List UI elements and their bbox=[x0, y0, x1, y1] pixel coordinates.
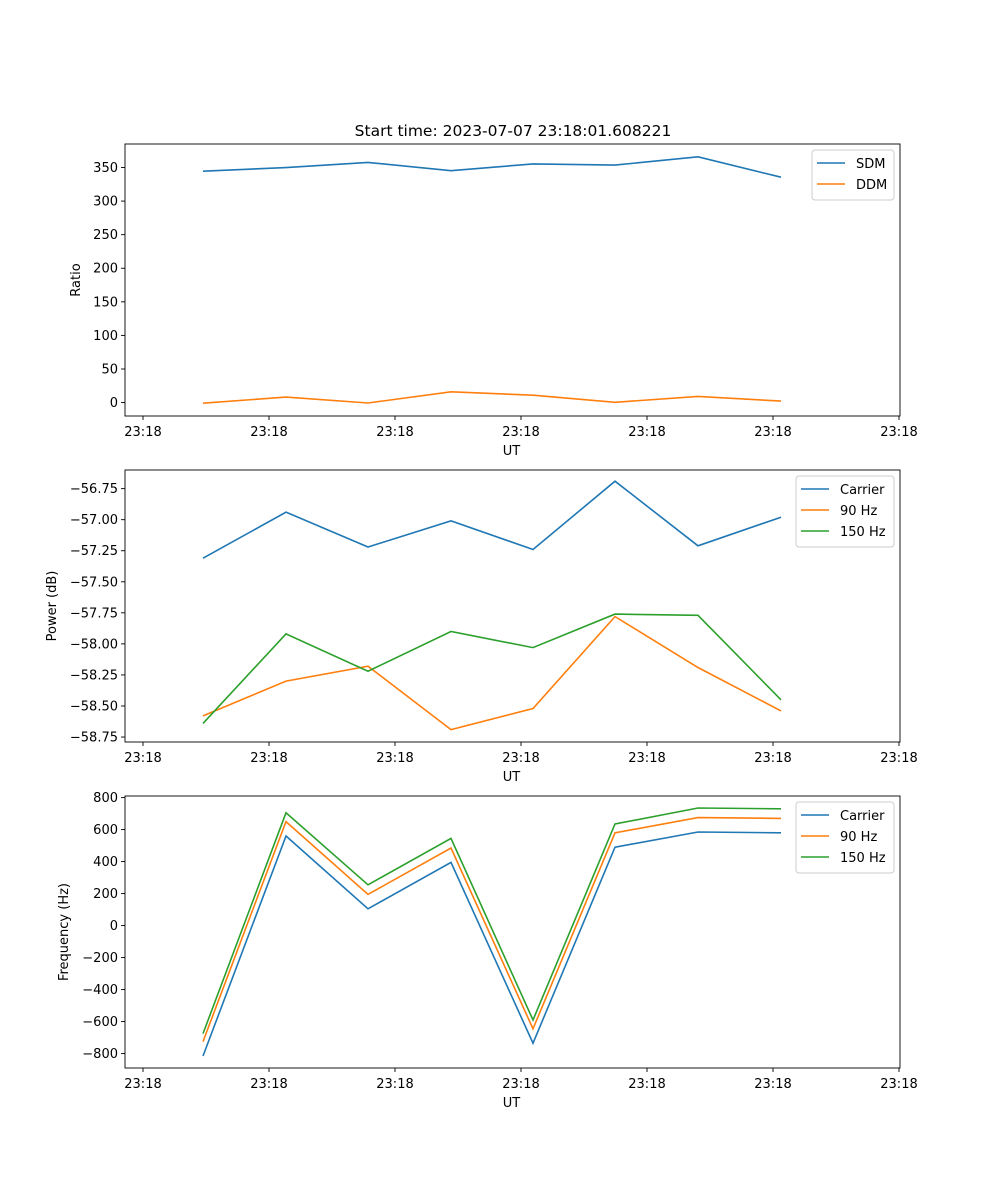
power-y-tick-label: −58.75 bbox=[70, 731, 118, 746]
power-panel: −58.75 −58.50 −58.25 −58.00 −57.75 −57.50 −57.… bbox=[45, 469, 918, 785]
ratio-y-tick-label: 50 bbox=[101, 362, 118, 377]
ratio-x-tick-label: 23:18 bbox=[502, 425, 539, 440]
frequency-y-tick-label: 200 bbox=[93, 887, 118, 902]
power-x-tick-label: 23:18 bbox=[250, 751, 287, 766]
ratio-plot-area bbox=[125, 144, 900, 416]
power-series-150-hz-line bbox=[202, 613, 782, 724]
power-y-tick-label: −57.00 bbox=[70, 513, 118, 528]
frequency-series-90-hz-line bbox=[202, 816, 782, 1042]
power-x-tick-label: 23:18 bbox=[376, 751, 413, 766]
frequency-x-axis-label: UT bbox=[503, 1096, 521, 1111]
ratio-x-tick-label: 23:18 bbox=[880, 425, 917, 440]
power-legend-carrier-label: Carrier bbox=[840, 483, 885, 498]
power-y-tick-label: −57.75 bbox=[70, 606, 118, 621]
power-legend-90-hz-label: 90 Hz bbox=[840, 504, 877, 519]
frequency-x-tick-label: 23:18 bbox=[880, 1077, 917, 1092]
frequency-legend-150-hz-label: 150 Hz bbox=[840, 851, 886, 866]
ratio-y-tick-label: 100 bbox=[93, 329, 118, 344]
ratio-series-sdm-line bbox=[202, 155, 782, 178]
power-x-axis-label: UT bbox=[503, 770, 521, 785]
ratio-y-tick-label: 0 bbox=[110, 396, 118, 411]
power-series-carrier-line bbox=[202, 480, 782, 559]
frequency-x-tick-label: 23:18 bbox=[124, 1077, 161, 1092]
power-y-tick-label: −58.50 bbox=[70, 699, 118, 714]
power-legend: Carrier 90 Hz 150 Hz bbox=[795, 475, 895, 548]
ratio-legend: SDM DDM bbox=[811, 149, 895, 201]
frequency-y-axis-label: Frequency (Hz) bbox=[57, 883, 72, 981]
power-x-tick-label: 23:18 bbox=[880, 751, 917, 766]
frequency-x-tick-label: 23:18 bbox=[628, 1077, 665, 1092]
frequency-y-tick-label: −200 bbox=[82, 951, 118, 966]
frequency-panel: −800 −600 −400 −200 0 200 400 600 800 23:18 23:18 2… bbox=[57, 791, 918, 1111]
ratio-y-tick-label: 250 bbox=[93, 228, 118, 243]
power-plot-area bbox=[125, 470, 900, 742]
ratio-series-ddm-line bbox=[202, 390, 782, 404]
ratio-y-tick-label: 150 bbox=[93, 295, 118, 310]
frequency-y-tick-label: −600 bbox=[82, 1015, 118, 1030]
frequency-legend-90-hz-label: 90 Hz bbox=[840, 830, 877, 845]
ratio-x-axis-label: UT bbox=[503, 444, 521, 459]
frequency-x-tick-label: 23:18 bbox=[250, 1077, 287, 1092]
frequency-legend: Carrier 90 Hz 150 Hz bbox=[795, 801, 895, 874]
frequency-y-tick-label: 600 bbox=[93, 823, 118, 838]
ratio-x-tick-label: 23:18 bbox=[754, 425, 791, 440]
ratio-x-tick-label: 23:18 bbox=[250, 425, 287, 440]
frequency-legend-box bbox=[795, 801, 895, 874]
power-y-tick-label: −57.25 bbox=[70, 544, 118, 559]
frequency-y-tick-label: −400 bbox=[82, 983, 118, 998]
frequency-y-tick-label: 0 bbox=[110, 919, 118, 934]
power-series-90-hz-line bbox=[202, 615, 782, 731]
power-y-tick-label: −58.00 bbox=[70, 637, 118, 652]
ratio-y-tick-label: 300 bbox=[93, 195, 118, 210]
power-y-tick-label: −57.50 bbox=[70, 575, 118, 590]
ratio-x-tick-label: 23:18 bbox=[376, 425, 413, 440]
power-x-tick-label: 23:18 bbox=[502, 751, 539, 766]
power-x-tick-label: 23:18 bbox=[124, 751, 161, 766]
frequency-x-tick-label: 23:18 bbox=[502, 1077, 539, 1092]
power-axes-frame bbox=[124, 469, 901, 743]
frequency-x-tick-label: 23:18 bbox=[376, 1077, 413, 1092]
power-x-tick-label: 23:18 bbox=[754, 751, 791, 766]
frequency-axes-frame bbox=[124, 795, 901, 1069]
ratio-y-axis-label: Ratio bbox=[69, 263, 84, 296]
ratio-legend-ddm-label: DDM bbox=[856, 178, 887, 193]
frequency-plot-area bbox=[125, 796, 900, 1068]
ratio-panel: 0 50 100 150 200 250 300 350 23:18 23:18 23:18 23:1… bbox=[69, 143, 918, 459]
power-y-tick-label: −58.25 bbox=[70, 668, 118, 683]
frequency-legend-carrier-label: Carrier bbox=[840, 809, 885, 824]
frequency-x-tick-label: 23:18 bbox=[754, 1077, 791, 1092]
frequency-y-tick-label: 400 bbox=[93, 855, 118, 870]
figure-title: Start time: 2023-07-07 23:18:01.608221 bbox=[355, 122, 672, 140]
frequency-series-150-hz-line bbox=[202, 807, 782, 1034]
ratio-y-tick-label: 200 bbox=[93, 262, 118, 277]
frequency-y-tick-label: 800 bbox=[93, 791, 118, 806]
ratio-x-tick-label: 23:18 bbox=[124, 425, 161, 440]
power-legend-box bbox=[795, 475, 895, 548]
power-y-axis-label: Power (dB) bbox=[45, 571, 60, 642]
power-y-tick-label: −56.75 bbox=[70, 482, 118, 497]
power-x-tick-label: 23:18 bbox=[628, 751, 665, 766]
ratio-legend-sdm-label: SDM bbox=[856, 157, 885, 172]
ratio-y-tick-label: 350 bbox=[93, 161, 118, 176]
ratio-x-tick-label: 23:18 bbox=[628, 425, 665, 440]
frequency-series-carrier-line bbox=[202, 831, 782, 1057]
power-legend-150-hz-label: 150 Hz bbox=[840, 525, 886, 540]
frequency-y-tick-label: −800 bbox=[82, 1047, 118, 1062]
ratio-axes-frame bbox=[124, 143, 901, 417]
